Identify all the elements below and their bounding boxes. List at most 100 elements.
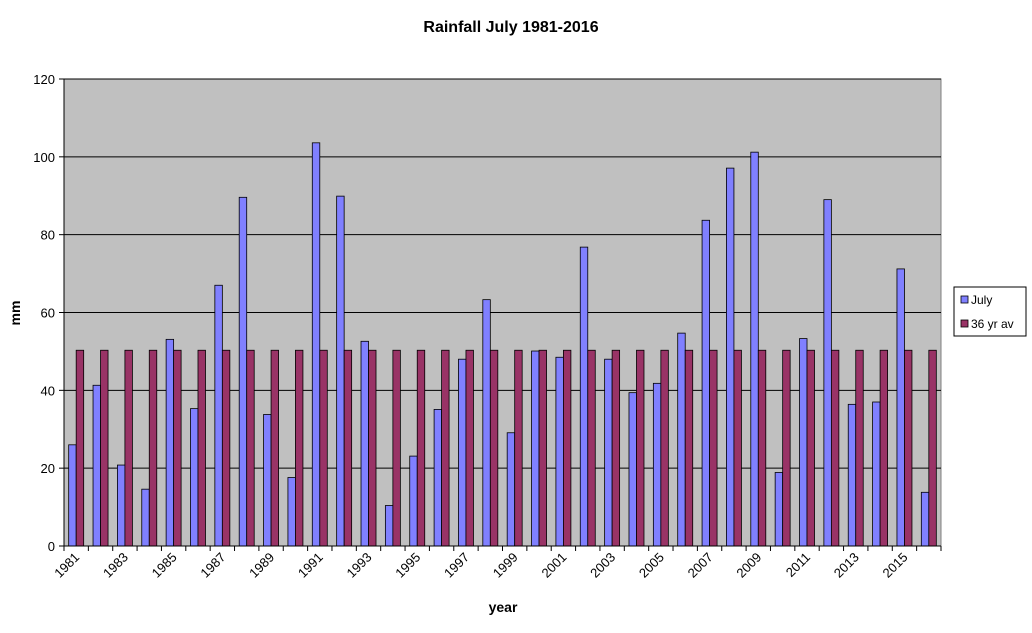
bar-july-2005 bbox=[652, 382, 662, 547]
bar-july-2014 bbox=[872, 401, 881, 547]
bar-average-2005 bbox=[660, 349, 669, 547]
bar-july-2004 bbox=[628, 392, 637, 547]
x-tick-label: 2011 bbox=[783, 550, 813, 580]
bar-average-2007 bbox=[709, 349, 718, 547]
bar-july-1996 bbox=[433, 409, 442, 547]
x-tick-label: 2003 bbox=[587, 550, 618, 581]
bar-average-1982 bbox=[100, 349, 109, 547]
bar-july-2012 bbox=[823, 199, 832, 547]
bar-july-2000 bbox=[531, 350, 540, 547]
bar-average-1992 bbox=[343, 349, 353, 547]
bar-july-1990 bbox=[287, 477, 296, 547]
bar-july-2001 bbox=[555, 356, 564, 547]
bar-average-1995 bbox=[416, 349, 426, 547]
bar-july-2006 bbox=[677, 332, 686, 547]
x-tick-label: 1999 bbox=[490, 550, 521, 581]
x-tick-label: 2007 bbox=[685, 550, 716, 581]
bar-average-1988 bbox=[246, 349, 255, 547]
x-tick-label: 2015 bbox=[880, 550, 911, 581]
bar-average-1990 bbox=[295, 349, 304, 547]
bar-average-2013 bbox=[855, 349, 864, 547]
bar-average-2009 bbox=[757, 349, 767, 547]
bar-average-1997 bbox=[465, 349, 474, 547]
bar-july-2003 bbox=[604, 358, 613, 547]
bar-july-1988 bbox=[238, 196, 248, 547]
bar-july-1986 bbox=[190, 408, 199, 547]
legend-swatch-july bbox=[960, 295, 969, 304]
bar-average-2012 bbox=[830, 349, 840, 547]
bar-july-2016 bbox=[920, 491, 930, 547]
y-tick-label: 20 bbox=[41, 461, 55, 476]
y-axis-title: mm bbox=[7, 301, 23, 326]
bar-july-2011 bbox=[799, 338, 808, 547]
bar-july-2007 bbox=[701, 219, 710, 547]
y-tick-label: 80 bbox=[41, 228, 55, 243]
bar-average-2002 bbox=[587, 349, 596, 547]
bar-average-2011 bbox=[806, 349, 815, 547]
bar-average-2014 bbox=[879, 349, 888, 547]
plot-area bbox=[63, 78, 942, 547]
y-tick-label: 120 bbox=[33, 72, 55, 87]
bar-average-1989 bbox=[270, 349, 279, 547]
bar-average-2006 bbox=[684, 349, 694, 547]
bar-average-1994 bbox=[392, 349, 401, 547]
x-tick-label: 1991 bbox=[295, 550, 326, 581]
bar-july-1982 bbox=[92, 384, 101, 547]
bar-july-2009 bbox=[750, 151, 759, 547]
bar-average-2016 bbox=[928, 349, 937, 547]
bar-average-2008 bbox=[733, 349, 742, 547]
bar-average-1999 bbox=[514, 349, 523, 547]
y-tick-label: 100 bbox=[33, 150, 55, 165]
bar-average-2003 bbox=[611, 349, 621, 547]
bar-july-1994 bbox=[384, 505, 394, 547]
bar-july-1997 bbox=[458, 358, 467, 547]
bar-july-1991 bbox=[311, 142, 321, 547]
x-tick-label: 1987 bbox=[197, 550, 228, 581]
bar-july-1999 bbox=[506, 432, 516, 547]
bar-average-1996 bbox=[441, 349, 450, 547]
bar-july-2013 bbox=[847, 403, 857, 547]
x-axis-title: year bbox=[489, 599, 518, 615]
bar-average-1986 bbox=[197, 349, 206, 547]
x-tick-label: 2009 bbox=[733, 550, 764, 581]
bar-july-1989 bbox=[263, 414, 272, 547]
gridlines bbox=[64, 78, 941, 469]
bar-july-1995 bbox=[409, 455, 418, 547]
x-tick-label: 1989 bbox=[246, 550, 277, 581]
y-tick-label: 60 bbox=[41, 306, 55, 321]
legend: July 36 yr av bbox=[953, 286, 1027, 337]
x-tick-label: 1993 bbox=[344, 550, 375, 581]
bar-july-1993 bbox=[360, 340, 369, 547]
y-axis-ticks: 0 20 40 60 80 100 120 bbox=[33, 72, 64, 554]
bar-july-2010 bbox=[774, 472, 784, 547]
bar-july-2015 bbox=[896, 268, 905, 547]
bar-average-1984 bbox=[148, 349, 158, 547]
bar-average-1981 bbox=[75, 349, 85, 547]
bar-july-1992 bbox=[336, 195, 345, 547]
x-tick-label: 1981 bbox=[51, 550, 82, 581]
bar-july-1981 bbox=[68, 444, 77, 547]
legend-swatch-average bbox=[960, 319, 969, 328]
bar-july-1983 bbox=[117, 464, 126, 547]
bar-average-1987 bbox=[221, 349, 231, 547]
y-tick-label: 40 bbox=[41, 383, 55, 398]
x-tick-label: 2001 bbox=[538, 550, 569, 581]
bar-july-1984 bbox=[141, 488, 150, 547]
x-tick-label: 1997 bbox=[441, 550, 472, 581]
legend-box bbox=[953, 286, 1027, 337]
bar-average-2001 bbox=[563, 349, 572, 547]
bar-average-1993 bbox=[368, 349, 377, 547]
bar-july-2008 bbox=[726, 167, 735, 547]
chart-title: Rainfall July 1981-2016 bbox=[423, 19, 598, 36]
legend-label-average: 36 yr av bbox=[971, 317, 1014, 331]
bar-july-1998 bbox=[482, 299, 491, 547]
x-tick-label: 2005 bbox=[636, 550, 667, 581]
bar-july-1987 bbox=[214, 284, 223, 547]
bar-average-1991 bbox=[319, 349, 328, 547]
x-tick-label: 2013 bbox=[831, 550, 862, 581]
x-tick-label: 1985 bbox=[149, 550, 180, 581]
bar-average-1983 bbox=[124, 349, 133, 547]
y-tick-label: 0 bbox=[48, 539, 55, 554]
bar-average-2015 bbox=[904, 349, 913, 547]
